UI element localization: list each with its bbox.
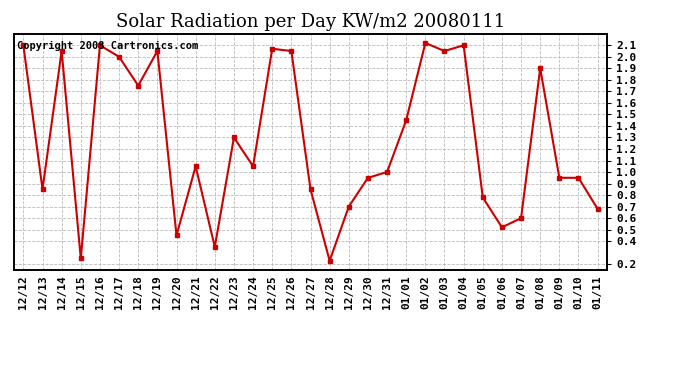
Title: Solar Radiation per Day KW/m2 20080111: Solar Radiation per Day KW/m2 20080111 xyxy=(116,13,505,31)
Text: Copyright 2008 Cartronics.com: Copyright 2008 Cartronics.com xyxy=(17,41,198,51)
